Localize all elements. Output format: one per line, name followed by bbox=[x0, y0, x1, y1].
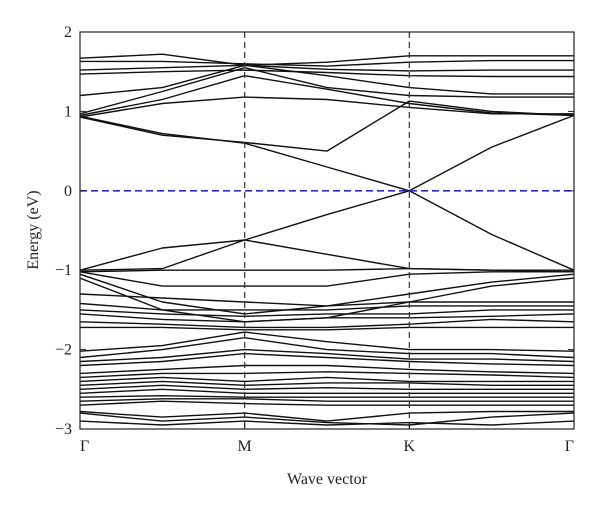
band-line-15 bbox=[80, 273, 574, 315]
plot-frame bbox=[79, 31, 575, 430]
band-line-14 bbox=[80, 271, 574, 287]
band-line-38 bbox=[80, 420, 574, 426]
guides-layer bbox=[80, 32, 574, 429]
y-tick-label: −2 bbox=[55, 342, 72, 359]
band-line-22 bbox=[80, 326, 574, 331]
band-line-34 bbox=[80, 398, 574, 402]
band-line-35 bbox=[80, 400, 574, 406]
band-line-21 bbox=[80, 318, 574, 329]
band-line-11 bbox=[80, 190, 574, 271]
band-line-17 bbox=[80, 293, 574, 307]
x-tick-label: K bbox=[404, 438, 416, 455]
band-line-23 bbox=[80, 331, 574, 352]
band-line-10 bbox=[80, 100, 574, 152]
y-tick-label: −3 bbox=[55, 421, 72, 438]
band-line-2 bbox=[80, 59, 574, 67]
band-line-4 bbox=[80, 69, 574, 78]
band-line-3 bbox=[80, 64, 574, 72]
band-line-37 bbox=[80, 412, 574, 426]
x-tick-label: Γ bbox=[565, 438, 574, 455]
y-axis-label: Energy (eV) bbox=[25, 190, 42, 269]
band-line-19 bbox=[80, 309, 574, 317]
band-line-31 bbox=[80, 384, 574, 390]
bands-layer bbox=[80, 53, 574, 426]
band-line-36 bbox=[80, 410, 574, 422]
band-line-28 bbox=[80, 371, 574, 379]
band-line-26 bbox=[80, 352, 574, 367]
band-line-20 bbox=[80, 313, 574, 323]
band-line-24 bbox=[80, 337, 574, 359]
band-line-12 bbox=[80, 239, 574, 271]
x-axis-label: Wave vector bbox=[287, 471, 368, 488]
band-line-29 bbox=[80, 376, 574, 383]
band-line-30 bbox=[80, 380, 574, 386]
y-tick-label: 1 bbox=[64, 103, 72, 120]
band-line-32 bbox=[80, 388, 574, 394]
band-line-8 bbox=[80, 96, 574, 118]
band-line-5 bbox=[80, 64, 574, 97]
band-line-6 bbox=[80, 67, 574, 115]
band-line-9 bbox=[80, 114, 574, 192]
band-line-25 bbox=[80, 348, 574, 363]
y-tick-label: −1 bbox=[55, 262, 72, 279]
y-tick-label: 2 bbox=[64, 24, 72, 41]
band-line-27 bbox=[80, 364, 574, 375]
ticks-layer: −3 −2 −1 0 1 2 Γ M K Γ bbox=[55, 24, 575, 455]
x-tick-label: M bbox=[238, 438, 252, 455]
band-line-13 bbox=[80, 267, 574, 273]
y-tick-label: 0 bbox=[64, 183, 72, 200]
band-line-7 bbox=[80, 75, 574, 117]
band-line-33 bbox=[80, 395, 574, 398]
band-line-18 bbox=[80, 302, 574, 311]
x-tick-label: Γ bbox=[80, 438, 89, 455]
band-line-1 bbox=[80, 53, 574, 66]
